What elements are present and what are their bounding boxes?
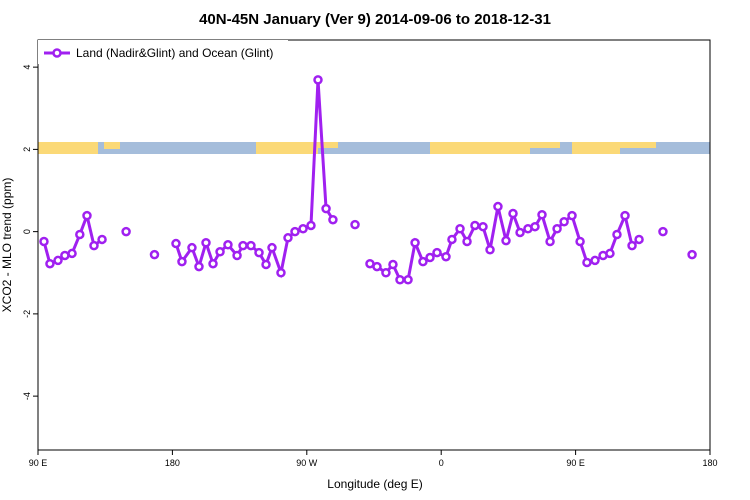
data-point [552,224,562,234]
data-point [612,229,622,240]
y-tick-label: -4 [22,392,32,400]
data-point [223,240,233,250]
data-point [254,247,264,258]
data-point [410,237,420,248]
data-point [232,250,242,261]
land-band [256,142,318,154]
y-tick-label: 2 [22,147,32,152]
data-point [328,214,338,225]
data-point [372,261,382,272]
data-point [455,224,465,234]
data-point [537,210,547,220]
data-point [470,220,480,231]
y-tick-label: -2 [22,310,32,318]
x-axis-title: Longitude (deg E) [327,477,422,491]
data-point [290,226,300,237]
legend-marker [52,48,62,58]
data-point [485,244,495,255]
data-point [441,251,451,262]
legend-box [38,40,288,64]
data-point [403,274,413,285]
data-point [89,240,99,251]
data-point [590,255,600,266]
y-tick-label: 0 [22,229,32,234]
x-tick-label: 90 E [566,458,585,468]
data-point [508,208,518,219]
chart-title: 40N-45N January (Ver 9) 2014-09-06 to 20… [199,11,551,28]
data-point [501,235,511,246]
data-point [201,237,211,248]
data-point [627,240,637,251]
data-point [321,203,331,214]
legend: Land (Nadir&Glint) and Ocean (Glint) [38,40,288,64]
land-band [318,142,338,148]
land-band [38,142,98,154]
data-point [149,249,160,260]
data-point [45,258,55,269]
data-point [82,210,92,221]
data-point [687,249,697,260]
data-point [658,226,668,237]
data-point [187,242,197,253]
data-point [53,255,63,266]
data-point [559,217,569,227]
data-point [261,259,271,270]
plot-frame [37,39,711,451]
data-point [306,220,316,231]
x-tick-label: 180 [702,458,717,468]
y-axis-title: XCO2 - MLO trend (ppm) [0,178,14,313]
x-tick-label: 180 [165,458,180,468]
data-point [620,210,630,221]
data-point [75,229,85,240]
data-point [121,226,131,237]
data-point [298,224,308,234]
data-point [530,221,540,232]
data-point [39,236,49,247]
x-tick-label: 0 [439,458,444,468]
data-point [238,240,248,251]
data-point [246,240,256,251]
data-point [381,268,391,278]
data-point [208,258,218,269]
data-point [215,247,225,257]
land-band [104,142,120,149]
data-point [432,247,442,258]
data-point [177,256,187,267]
data-point [267,242,277,253]
data-point [425,252,435,263]
data-point [575,236,585,247]
data-point [283,233,293,243]
data-point [97,234,107,245]
land-band [430,142,530,154]
data-point [605,248,615,259]
data-point [545,236,555,247]
data-point [313,75,323,85]
data-point [493,201,503,212]
land-band [530,142,560,148]
data-point [67,248,77,259]
data-point [350,219,360,230]
data-point [447,234,457,245]
land-band [572,142,620,154]
land-ocean-band [38,142,710,154]
data-point [582,257,592,268]
legend-label: Land (Nadir&Glint) and Ocean (Glint) [76,46,273,60]
data-point [194,261,204,272]
data-point [171,238,181,249]
data-point [478,221,488,232]
x-tick-label: 90 W [296,458,318,468]
x-tick-label: 90 E [29,458,48,468]
data-point [395,274,405,285]
data-point [462,236,472,247]
data-point [515,227,525,238]
data-point [418,256,428,267]
data-point [634,234,644,245]
data-point [276,268,286,278]
y-tick-label: 4 [22,65,32,70]
data-point [388,259,398,270]
land-band [620,142,656,148]
data-point [567,210,577,221]
